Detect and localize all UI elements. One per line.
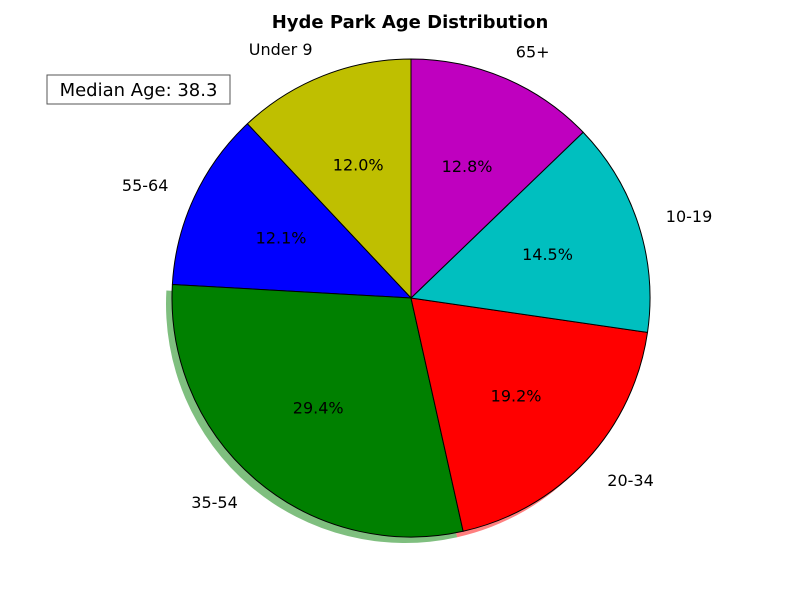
annotation-box <box>46 74 231 105</box>
slice-label-65plus: 65+ <box>516 43 550 62</box>
slice-20-34 <box>410 297 649 532</box>
pct-label-65plus: 12.8% <box>442 157 493 176</box>
slice-label-10-19: 10-19 <box>666 207 713 226</box>
slice-under-9 <box>246 58 412 299</box>
slice-10-19 <box>410 131 651 333</box>
slice-label-55-64: 55-64 <box>122 176 169 195</box>
median-age-annotation: Median Age: 38.3 <box>46 74 231 105</box>
slice-35-54 <box>171 283 464 538</box>
slice-label-20-34: 20-34 <box>607 471 654 490</box>
pie-labels: 12.0% Under 9 12.1% 55-64 29.4% 35-54 19.2% 20-… <box>122 40 712 512</box>
chart-title: Hyde Park Age Distribution <box>272 12 549 33</box>
pie-slices <box>171 58 651 538</box>
slice-65plus <box>410 58 584 299</box>
pct-label-55-64: 12.1% <box>256 228 307 247</box>
annotation-text: Median Age: 38.3 <box>60 80 218 101</box>
pct-label-10-19: 14.5% <box>522 245 573 264</box>
pct-label-20-34: 19.2% <box>491 387 542 406</box>
slice-label-under-9: Under 9 <box>249 40 313 59</box>
slice-label-35-54: 35-54 <box>191 493 238 512</box>
pct-label-under-9: 12.0% <box>333 156 384 175</box>
slice-55-64 <box>171 123 412 299</box>
pct-label-35-54: 29.4% <box>293 398 344 417</box>
